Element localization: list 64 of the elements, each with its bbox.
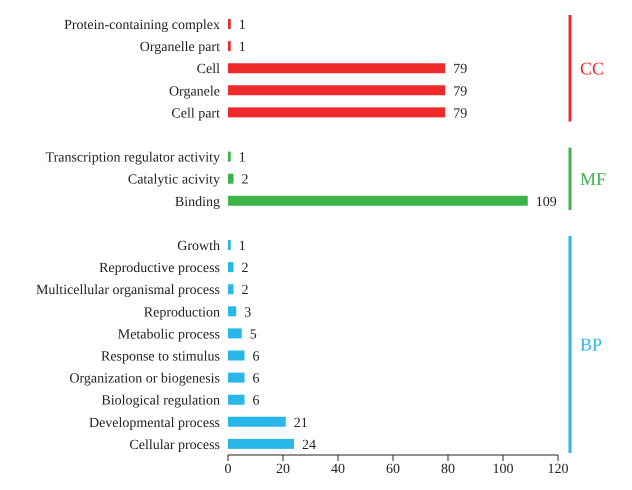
y-tick-label: Multicellular organismal process xyxy=(36,283,220,298)
data-label: 1 xyxy=(238,18,246,33)
y-tick-label: Cell part xyxy=(171,106,220,122)
y-tick-label: Transcription regulator activity xyxy=(46,150,220,166)
y-tick-label: Protein-containing complex xyxy=(64,18,220,34)
bar xyxy=(228,438,294,449)
bar xyxy=(228,174,234,184)
data-label: 109 xyxy=(536,194,557,210)
x-tick-label: 120 xyxy=(548,462,568,477)
bar xyxy=(228,372,244,383)
bar xyxy=(228,41,231,52)
bar xyxy=(228,19,231,29)
x-tick-label: 40 xyxy=(331,462,345,477)
data-label: 2 xyxy=(242,172,248,188)
y-tick-label: Developmental process xyxy=(88,416,220,431)
bar xyxy=(228,107,446,118)
bar xyxy=(228,196,528,206)
data-label: 79 xyxy=(453,84,468,100)
y-tick-label: Biological regulation xyxy=(101,394,220,409)
x-tick-label: 80 xyxy=(441,462,455,477)
data-label: 1 xyxy=(238,150,246,166)
data-label: 21 xyxy=(294,416,308,431)
bar xyxy=(228,306,236,316)
y-tick-label: Catalytic acivity xyxy=(128,172,220,188)
x-tick-label: 100 xyxy=(492,462,514,477)
data-label: 79 xyxy=(453,106,468,122)
data-label: 3 xyxy=(244,305,252,320)
data-label: 6 xyxy=(252,394,260,409)
bar xyxy=(228,240,231,250)
y-tick-label: Growth xyxy=(177,239,220,254)
data-label: 6 xyxy=(252,349,260,364)
y-tick-label: Response to stimulus xyxy=(100,350,220,365)
data-label: 6 xyxy=(252,372,260,387)
y-tick-label: Organele xyxy=(168,84,220,100)
bar xyxy=(228,152,231,162)
x-tick-label: 60 xyxy=(386,462,400,477)
data-label: 5 xyxy=(250,327,257,342)
x-tick-label: 0 xyxy=(224,462,232,477)
data-label: 1 xyxy=(238,238,246,254)
bar xyxy=(228,63,446,74)
y-tick-label: Binding xyxy=(174,194,220,210)
data-label: 24 xyxy=(302,438,316,453)
y-tick-label: Reproduction xyxy=(144,305,220,320)
y-tick-label: Cell xyxy=(196,62,220,78)
data-label: 2 xyxy=(242,261,248,276)
bar xyxy=(228,394,244,405)
text: CC xyxy=(580,58,604,78)
text: MF xyxy=(580,168,606,189)
bar xyxy=(228,85,446,96)
data-label: 2 xyxy=(242,283,248,298)
bar xyxy=(228,284,234,294)
bar xyxy=(228,416,286,427)
data-label: 79 xyxy=(453,62,468,78)
y-tick-label: Organization or biogenesis xyxy=(69,372,220,387)
bar xyxy=(228,262,234,272)
y-tick-label: Metabolic process xyxy=(118,327,220,342)
data-label: 1 xyxy=(238,40,246,56)
bar xyxy=(228,328,242,338)
x-tick-label: 20 xyxy=(276,462,290,477)
y-tick-label: Reproductive process xyxy=(99,261,220,276)
text: BP xyxy=(580,334,602,354)
y-tick-label: Cellular process xyxy=(129,438,220,453)
bar xyxy=(228,350,244,360)
y-tick-label: Organelle part xyxy=(140,40,220,56)
